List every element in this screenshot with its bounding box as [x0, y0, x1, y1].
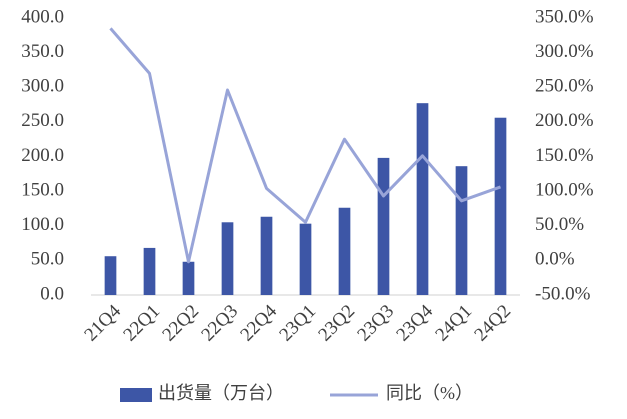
- x-tick-label: 22Q2: [158, 301, 203, 346]
- y-tick-label: 250.0: [21, 110, 64, 131]
- y2-tick-label: 200.0%: [535, 110, 594, 131]
- y-tick-label: 100.0: [21, 214, 64, 235]
- y-tick-label: 350.0: [21, 41, 64, 62]
- bar: [416, 103, 429, 296]
- x-tick-label: 23Q2: [314, 301, 359, 346]
- legend: 出货量（万台） 同比（%）: [120, 383, 473, 403]
- x-tick-label: 21Q4: [80, 300, 125, 345]
- legend-swatch: [120, 388, 152, 402]
- legend-label: 出货量（万台）: [158, 383, 284, 403]
- y-tick-label: 400.0: [21, 6, 64, 27]
- y-tick-label: 50.0: [31, 249, 64, 270]
- y2-tick-label: 300.0%: [535, 41, 594, 62]
- x-tick-label: 22Q4: [236, 300, 281, 345]
- x-tick-label: 22Q3: [197, 301, 242, 346]
- bar: [104, 256, 117, 295]
- line: [109, 27, 502, 264]
- y2-tick-label: 0.0%: [535, 249, 575, 270]
- y2-tick-label: 150.0%: [535, 145, 594, 166]
- x-tick-label: 22Q1: [119, 301, 164, 346]
- y2-tick-label: 250.0%: [535, 76, 594, 97]
- bar: [494, 117, 507, 295]
- y2-tick-label: 350.0%: [535, 6, 594, 27]
- y-tick-label: 0.0: [40, 283, 64, 304]
- bar: [338, 207, 351, 295]
- bar: [455, 166, 468, 295]
- y-tick-label: 150.0: [21, 179, 64, 200]
- x-tick-label: 23Q1: [275, 301, 320, 346]
- y2-tick-label: 100.0%: [535, 179, 594, 200]
- bar: [221, 222, 234, 295]
- bar: [377, 157, 390, 295]
- y-tick-label: 300.0: [21, 76, 64, 97]
- y2-tick-label: 50.0%: [535, 214, 584, 235]
- bar: [143, 247, 156, 295]
- x-tick-label: 24Q2: [470, 301, 515, 346]
- x-tick-label: 24Q1: [431, 301, 476, 346]
- legend-label: 同比（%）: [386, 383, 473, 403]
- y2-tick-label: -50.0%: [535, 283, 591, 304]
- y-tick-label: 200.0: [21, 145, 64, 166]
- x-tick-label: 23Q3: [353, 301, 398, 346]
- x-tick-label: 23Q4: [392, 300, 437, 345]
- bar: [299, 223, 312, 295]
- bar: [182, 261, 195, 295]
- bar: [260, 216, 273, 295]
